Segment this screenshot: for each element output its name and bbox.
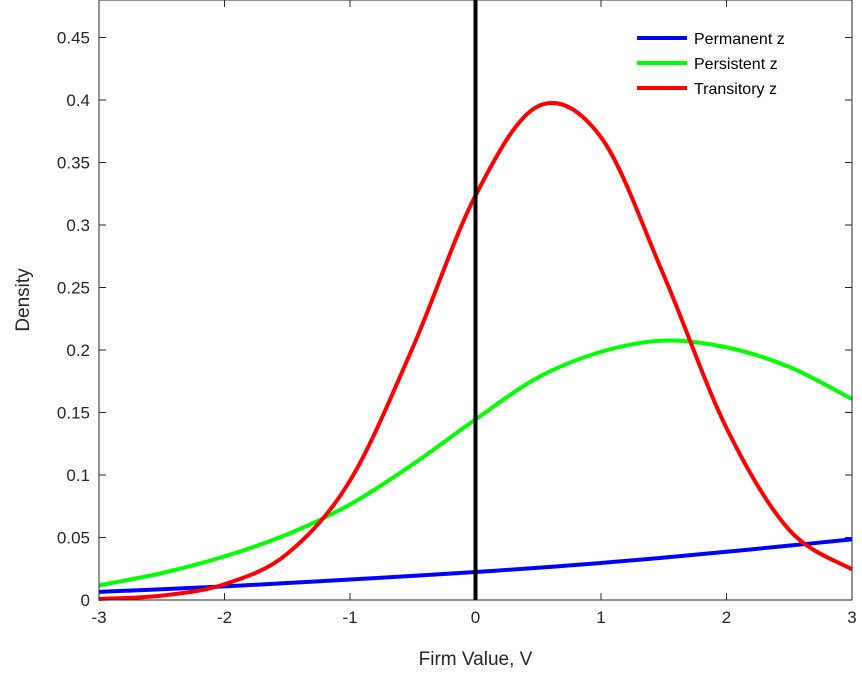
x-tick-label: -1: [342, 608, 357, 627]
legend: Permanent z Persistent z Transitory z: [637, 31, 785, 98]
y-tick-label: 0.1: [66, 466, 90, 485]
y-tick-label: 0.05: [57, 529, 90, 548]
x-tick-label: -2: [217, 608, 232, 627]
y-tick-label: 0.45: [57, 29, 90, 48]
y-axis-title: Density: [13, 268, 34, 332]
y-axis-ticks: 0 0.05 0.1 0.15 0.2 0.25 0.3 0.35 0.4 0.45: [57, 29, 852, 610]
y-tick-label: 0.4: [66, 91, 90, 110]
x-tick-label: 1: [596, 608, 605, 627]
x-axis-title: Firm Value, V: [419, 649, 533, 670]
plot-frame: [98, 0, 853, 601]
y-tick-label: 0.3: [66, 216, 90, 235]
x-tick-label: 2: [722, 608, 731, 627]
legend-label: Transitory z: [694, 81, 777, 98]
y-tick-label: 0.25: [57, 279, 90, 298]
y-tick-label: 0.15: [57, 404, 90, 423]
legend-label: Persistent z: [694, 56, 778, 73]
series-line-3: [98, 100, 854, 601]
y-tick-label: 0.35: [57, 154, 90, 173]
x-tick-label: 0: [471, 608, 480, 627]
x-tick-label: 3: [847, 608, 856, 627]
legend-label: Permanent z: [694, 31, 785, 48]
x-tick-label: -3: [91, 608, 106, 627]
y-tick-label: 0: [81, 591, 90, 610]
y-tick-label: 0.2: [66, 341, 90, 360]
